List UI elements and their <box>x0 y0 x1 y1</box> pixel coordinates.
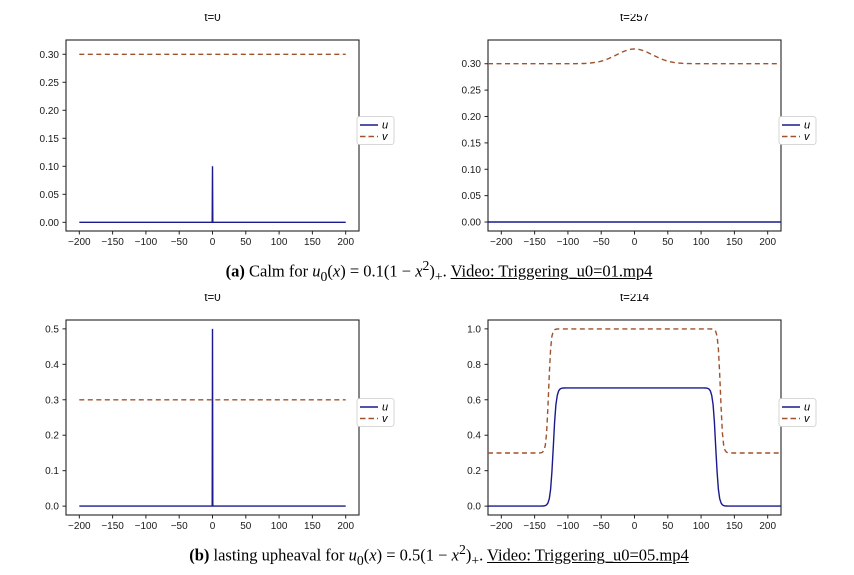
svg-text:200: 200 <box>759 237 776 248</box>
svg-text:t=0: t=0 <box>204 294 220 304</box>
svg-text:50: 50 <box>240 237 252 248</box>
svg-text:−150: −150 <box>101 237 124 248</box>
svg-text:50: 50 <box>662 237 674 248</box>
svg-text:−150: −150 <box>523 521 546 532</box>
svg-text:u: u <box>382 401 388 413</box>
svg-text:0.3: 0.3 <box>45 395 59 406</box>
svg-text:200: 200 <box>337 237 354 248</box>
svg-text:t=214: t=214 <box>620 294 650 304</box>
svg-text:−200: −200 <box>490 521 513 532</box>
svg-text:0.0: 0.0 <box>467 502 481 513</box>
svg-text:150: 150 <box>726 521 743 532</box>
svg-text:0: 0 <box>632 521 638 532</box>
svg-text:0.30: 0.30 <box>462 59 482 70</box>
svg-text:−100: −100 <box>135 237 158 248</box>
svg-text:100: 100 <box>693 237 710 248</box>
svg-text:150: 150 <box>304 521 321 532</box>
svg-text:0: 0 <box>210 521 216 532</box>
svg-text:0.2: 0.2 <box>467 466 481 477</box>
svg-text:−50: −50 <box>171 237 188 248</box>
svg-text:0.2: 0.2 <box>45 431 59 442</box>
svg-text:t=0: t=0 <box>204 14 220 24</box>
svg-text:0.0: 0.0 <box>45 502 59 513</box>
svg-text:0.05: 0.05 <box>40 190 60 201</box>
svg-text:−100: −100 <box>557 521 580 532</box>
svg-text:0.4: 0.4 <box>467 431 481 442</box>
svg-text:0.5: 0.5 <box>45 324 59 335</box>
svg-text:−50: −50 <box>593 237 610 248</box>
svg-text:0.1: 0.1 <box>45 466 59 477</box>
svg-text:100: 100 <box>271 521 288 532</box>
svg-text:0: 0 <box>632 237 638 248</box>
svg-text:0.15: 0.15 <box>40 134 60 145</box>
svg-text:−100: −100 <box>135 521 158 532</box>
svg-text:u: u <box>804 119 810 131</box>
svg-text:0.6: 0.6 <box>467 395 481 406</box>
svg-text:0.00: 0.00 <box>462 218 482 229</box>
svg-text:100: 100 <box>271 237 288 248</box>
svg-text:0: 0 <box>210 237 216 248</box>
svg-text:150: 150 <box>304 237 321 248</box>
svg-text:0.05: 0.05 <box>462 191 482 202</box>
svg-text:0.10: 0.10 <box>40 162 60 173</box>
svg-text:u: u <box>382 119 388 131</box>
svg-text:−50: −50 <box>593 521 610 532</box>
svg-text:0.10: 0.10 <box>462 165 482 176</box>
svg-text:−50: −50 <box>171 521 188 532</box>
svg-text:t=257: t=257 <box>620 14 649 24</box>
svg-text:0.25: 0.25 <box>462 86 482 97</box>
svg-text:−200: −200 <box>68 237 91 248</box>
svg-text:−200: −200 <box>490 237 513 248</box>
svg-text:200: 200 <box>337 521 354 532</box>
svg-text:150: 150 <box>726 237 743 248</box>
svg-text:0.30: 0.30 <box>40 50 60 61</box>
svg-text:100: 100 <box>693 521 710 532</box>
svg-text:0.20: 0.20 <box>462 112 482 123</box>
svg-text:50: 50 <box>240 521 252 532</box>
svg-text:−200: −200 <box>68 521 91 532</box>
svg-text:−150: −150 <box>101 521 124 532</box>
svg-text:50: 50 <box>662 521 674 532</box>
svg-text:0.20: 0.20 <box>40 106 60 117</box>
svg-text:u: u <box>804 401 810 413</box>
svg-text:0.15: 0.15 <box>462 138 482 149</box>
svg-text:0.25: 0.25 <box>40 78 60 89</box>
svg-text:−150: −150 <box>523 237 546 248</box>
svg-text:0.4: 0.4 <box>45 360 59 371</box>
svg-text:−100: −100 <box>557 237 580 248</box>
svg-text:1.0: 1.0 <box>467 324 481 335</box>
svg-text:0.8: 0.8 <box>467 360 481 371</box>
svg-text:0.00: 0.00 <box>40 218 60 229</box>
svg-text:200: 200 <box>759 521 776 532</box>
